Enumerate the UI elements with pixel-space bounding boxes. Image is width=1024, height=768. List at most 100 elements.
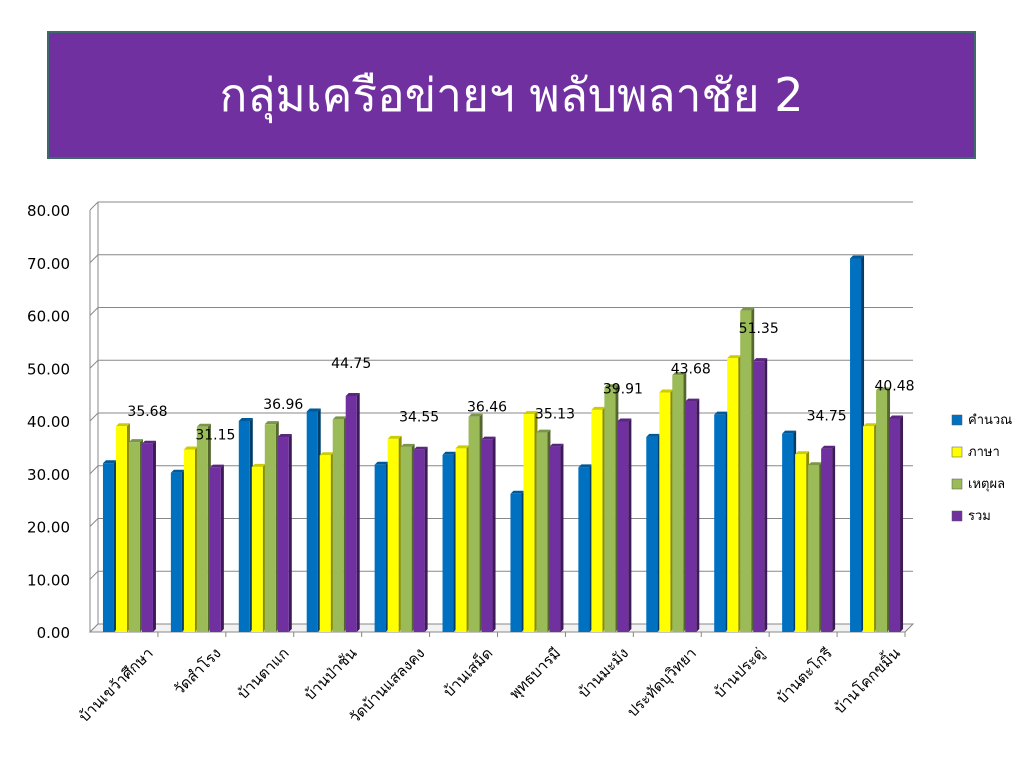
bar <box>821 448 833 632</box>
legend-swatch <box>951 510 963 522</box>
bar-top <box>523 411 538 415</box>
data-label: 44.75 <box>331 356 371 372</box>
bar <box>170 472 182 632</box>
bar-side <box>492 436 496 632</box>
bar <box>740 310 752 632</box>
bar-top <box>549 443 564 447</box>
bar-top <box>345 392 360 396</box>
bar <box>782 433 794 632</box>
bar-top <box>251 463 266 467</box>
bar <box>468 416 480 632</box>
bar-top <box>332 416 347 420</box>
y-tick-label: 60.00 <box>27 308 70 326</box>
bar <box>604 387 616 632</box>
bar-top <box>727 355 742 359</box>
grid-diag <box>89 307 99 316</box>
bar-top <box>306 408 321 412</box>
bar-top <box>753 358 768 362</box>
bar-top <box>238 418 253 421</box>
bar-top <box>413 446 428 450</box>
data-label: 34.55 <box>399 410 439 426</box>
grid-diag <box>89 518 99 527</box>
bar-side <box>628 418 632 632</box>
legend-swatch <box>951 414 963 426</box>
legend-swatch <box>951 478 963 490</box>
grid-diag <box>89 412 99 422</box>
bar <box>238 421 250 632</box>
bar <box>400 446 412 632</box>
bar <box>795 454 807 632</box>
category-label: บ้านตาแก <box>234 644 293 703</box>
bar <box>251 466 263 632</box>
bar-top <box>481 436 496 440</box>
bar-side <box>220 464 224 632</box>
bar-top <box>646 433 661 437</box>
bar-side <box>764 358 768 632</box>
bar <box>141 443 153 632</box>
data-label: 34.75 <box>807 409 847 425</box>
bar <box>578 467 590 632</box>
legend-label: เหตุผล <box>968 477 1005 492</box>
bar-top <box>740 307 755 311</box>
bar <box>306 411 318 632</box>
bar-top <box>442 451 457 455</box>
bar <box>374 464 386 632</box>
bar-top <box>468 413 483 417</box>
bar-top <box>128 439 143 443</box>
bar-top <box>685 398 700 402</box>
bar-side <box>152 440 156 632</box>
data-label: 31.15 <box>195 428 235 444</box>
bar <box>277 437 289 632</box>
y-tick-label: 10.00 <box>27 571 70 589</box>
bar-top <box>319 452 334 456</box>
category-label: บ้านโคกขมิ้น <box>829 643 904 718</box>
bar-top <box>183 446 198 450</box>
bar-side <box>560 443 564 632</box>
bar-top <box>795 451 810 455</box>
bar-top <box>578 464 593 468</box>
slide-title-box: กลุ่มเครือข่ายฯ พลับพลาชัย 2 <box>47 31 976 159</box>
bar <box>183 449 195 632</box>
bar <box>876 390 888 632</box>
bar-top <box>850 255 865 259</box>
category-label: บ้านป่าชัน <box>301 644 361 704</box>
bar-top <box>374 461 389 465</box>
bar <box>714 414 726 632</box>
bar-top <box>277 434 292 438</box>
y-tick-label: 0.00 <box>37 624 70 642</box>
bar-top <box>170 469 185 473</box>
bar-top <box>876 387 891 391</box>
data-label: 35.68 <box>127 404 167 420</box>
data-label: 51.35 <box>739 321 779 337</box>
bar <box>115 426 127 632</box>
bar-top <box>115 423 130 427</box>
bar <box>685 401 697 632</box>
bar <box>850 258 862 632</box>
bar-top <box>196 423 211 427</box>
bar <box>863 426 875 632</box>
bar <box>481 439 493 632</box>
bar <box>264 424 276 632</box>
bar <box>196 426 208 632</box>
category-label: บ้านเสม็ด <box>439 643 496 700</box>
grid-diag <box>89 570 99 580</box>
bar-side <box>356 392 360 632</box>
category-label: บ้านเขว้าศึกษา <box>75 644 157 726</box>
bar <box>442 454 454 632</box>
bar <box>413 449 425 632</box>
bar <box>536 432 548 632</box>
bar-top <box>536 429 551 433</box>
category-label: บ้านมะมัง <box>575 644 633 702</box>
bar-top <box>102 460 117 464</box>
bar-side <box>832 445 836 632</box>
bar-side <box>288 434 292 632</box>
bar-side <box>696 398 700 632</box>
bar-top <box>387 435 402 439</box>
grid-diag <box>89 465 99 475</box>
bar <box>727 358 739 632</box>
bar-top <box>455 445 470 449</box>
bar-top <box>604 384 619 388</box>
bar-top <box>714 411 729 415</box>
category-label: บ้านตะโกรี <box>773 644 836 707</box>
